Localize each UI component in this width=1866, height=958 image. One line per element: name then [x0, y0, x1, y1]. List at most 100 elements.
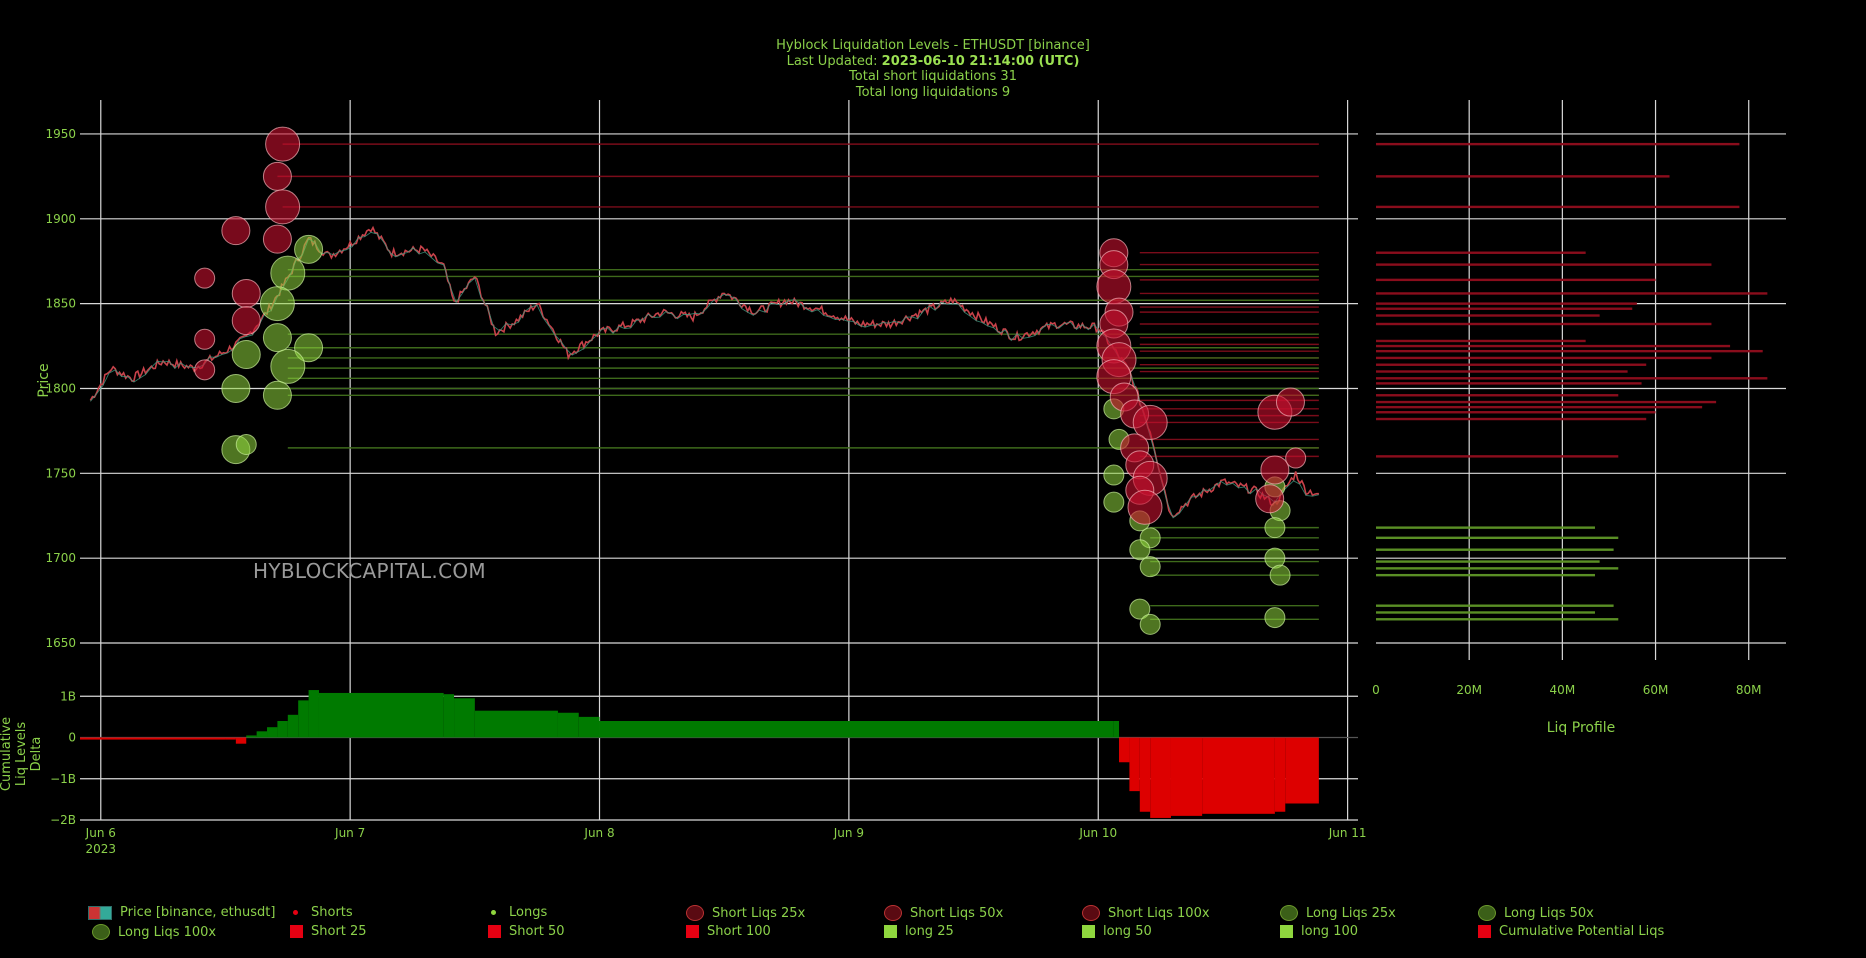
profile-tick-label: 80M	[1736, 683, 1762, 697]
long-liq-bubble	[1264, 607, 1286, 629]
profile-tick-label: 60M	[1643, 683, 1669, 697]
cum-delta-bar	[599, 721, 1114, 738]
cum-delta-bar	[308, 690, 319, 738]
price-tick-label: 1800	[45, 381, 76, 395]
long-total: Total long liquidations 9	[855, 84, 1011, 100]
chart-header: Hyblock Liquidation Levels - ETHUSDT [bi…	[0, 38, 1866, 100]
profile-long-bar	[1376, 604, 1614, 607]
profile-tick-label: 0	[1372, 683, 1380, 697]
price-tick-label: 1850	[45, 297, 76, 311]
legend-item-long-25[interactable]: long 25	[884, 924, 954, 939]
x-tick-label: Jun 8	[583, 826, 614, 840]
profile-long-bar	[1376, 548, 1614, 551]
x-tick-label: Jun 6	[85, 826, 116, 840]
cum-delta-bar	[1150, 737, 1171, 818]
legend-item-short-25[interactable]: Short 25	[290, 924, 367, 939]
legend-item-short-liqs-100x[interactable]: Short Liqs 100x	[1082, 905, 1210, 921]
legend-item-short-100[interactable]: Short 100	[686, 924, 771, 939]
cum-delta-bar	[454, 698, 475, 738]
profile-axis-label: Liq Profile	[1547, 720, 1616, 736]
short-liq-bubble	[194, 359, 216, 381]
square-icon	[488, 925, 501, 938]
long-liq-bubble	[1129, 598, 1151, 620]
cum-delta-bar	[578, 716, 600, 738]
square-icon	[1082, 925, 1095, 938]
profile-short-bar	[1376, 405, 1703, 409]
cum-delta-bar	[256, 731, 268, 738]
profile-short-bar	[1376, 278, 1656, 282]
long-dot-icon	[491, 910, 496, 915]
profile-short-bar	[1376, 314, 1600, 317]
short-liq-bubble	[1260, 455, 1290, 485]
legend-item-short-50[interactable]: Short 50	[488, 924, 565, 939]
profile-short-bar	[1376, 356, 1712, 360]
cum-delta-bar	[235, 737, 247, 744]
legend-item-longs[interactable]: Longs	[486, 905, 547, 920]
profile-long-bar	[1376, 611, 1595, 614]
square-icon	[884, 925, 897, 938]
profile-short-bar	[1376, 307, 1633, 310]
circle-icon	[686, 905, 704, 921]
legend-item-long-liqs-25x[interactable]: Long Liqs 25x	[1280, 905, 1396, 921]
short-liq-bubble	[1132, 404, 1168, 440]
short-liq-bubble	[262, 224, 292, 254]
x-tick-year: 2023	[86, 842, 117, 856]
short-total: Total short liquidations 31	[849, 69, 1017, 84]
legend-item-long-liqs-100x[interactable]: Long Liqs 100x	[92, 924, 216, 940]
cum-delta-bar	[1170, 737, 1203, 816]
x-tick-label: Jun 7	[334, 826, 365, 840]
x-tick-label: Jun 9	[833, 826, 864, 840]
chart-title: Hyblock Liquidation Levels - ETHUSDT [bi…	[776, 38, 1090, 53]
short-liq-bubble	[1127, 489, 1163, 525]
long-liq-bubble	[259, 286, 295, 322]
legend-item-shorts[interactable]: Shorts	[288, 905, 353, 920]
profile-short-bar	[1376, 344, 1731, 348]
long-liq-bubble	[1129, 539, 1151, 561]
watermark: HYBLOCKCAPITAL.COM	[253, 559, 486, 583]
long-liq-bubble	[1103, 491, 1125, 513]
legend-item-cumulative[interactable]: Cumulative Potential Liqs	[1478, 924, 1664, 939]
price-tick-label: 1950	[45, 127, 76, 141]
circle-icon	[1082, 905, 1100, 921]
profile-long-bar	[1376, 618, 1619, 621]
long-liq-bubble	[262, 380, 292, 410]
profile-short-bar	[1376, 339, 1586, 343]
long-liq-bubble	[270, 348, 306, 384]
profile-long-bar	[1376, 526, 1595, 529]
short-liq-bubble	[262, 161, 292, 191]
profile-short-bar	[1376, 411, 1656, 414]
legend-item-short-liqs-25x[interactable]: Short Liqs 25x	[686, 905, 805, 921]
cum-tick-label: 1B	[60, 689, 76, 703]
short-dot-icon	[293, 910, 298, 915]
profile-short-bar	[1376, 205, 1740, 209]
cum-axis-label: Cumulative	[0, 717, 14, 791]
price-axis-label: Price	[36, 363, 52, 397]
cum-delta-bar	[1113, 721, 1120, 738]
profile-short-bar	[1376, 175, 1670, 178]
x-tick-label: Jun 10	[1078, 826, 1117, 840]
profile-short-bar	[1376, 363, 1647, 366]
long-liq-bubble	[1139, 556, 1161, 578]
price-tick-label: 1650	[45, 636, 76, 650]
cum-delta-bar	[267, 727, 278, 738]
legend-item-long-100[interactable]: long 100	[1280, 924, 1358, 939]
long-liq-bubble	[1264, 517, 1286, 539]
circle-icon	[1280, 905, 1298, 921]
short-liq-bubble	[265, 189, 301, 225]
short-liq-bubble	[1255, 484, 1285, 514]
legend-item-short-liqs-50x[interactable]: Short Liqs 50x	[884, 905, 1003, 921]
long-liq-bubble	[231, 340, 261, 370]
last-updated: Last Updated: 2023-06-10 21:14:00 (UTC)	[786, 53, 1080, 69]
long-liq-bubble	[1269, 564, 1291, 586]
cum-tick-label: −1B	[50, 772, 76, 786]
short-liq-bubble	[231, 306, 261, 336]
short-liq-bubble	[1285, 447, 1307, 469]
long-liq-bubble	[1103, 464, 1125, 486]
cum-delta-bar	[1129, 737, 1140, 792]
legend-item-long-liqs-50x[interactable]: Long Liqs 50x	[1478, 905, 1594, 921]
legend-item-price[interactable]: Price [binance, ethusdt]	[88, 905, 275, 920]
square-icon	[1280, 925, 1293, 938]
cum-delta-bar	[225, 737, 236, 740]
legend-item-long-50[interactable]: long 50	[1082, 924, 1152, 939]
